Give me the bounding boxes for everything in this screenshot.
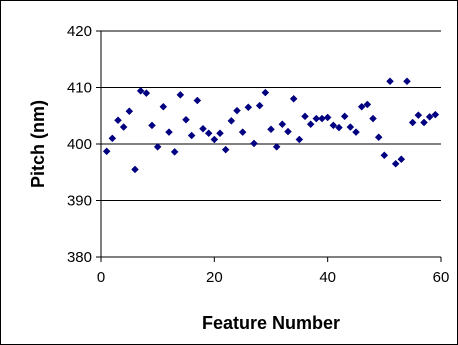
y-axis-title: Pitch (nm) [28, 100, 48, 188]
x-tick-label: 20 [206, 269, 223, 286]
x-axis-title: Feature Number [202, 313, 340, 333]
x-tick-label: 60 [433, 269, 450, 286]
x-tick-label: 40 [319, 269, 336, 286]
y-tick-label: 420 [67, 23, 92, 40]
x-tick-label: 0 [97, 269, 105, 286]
y-tick-label: 380 [67, 249, 92, 266]
y-tick-label: 410 [67, 80, 92, 97]
y-tick-label: 400 [67, 136, 92, 153]
y-tick-label: 390 [67, 193, 92, 210]
